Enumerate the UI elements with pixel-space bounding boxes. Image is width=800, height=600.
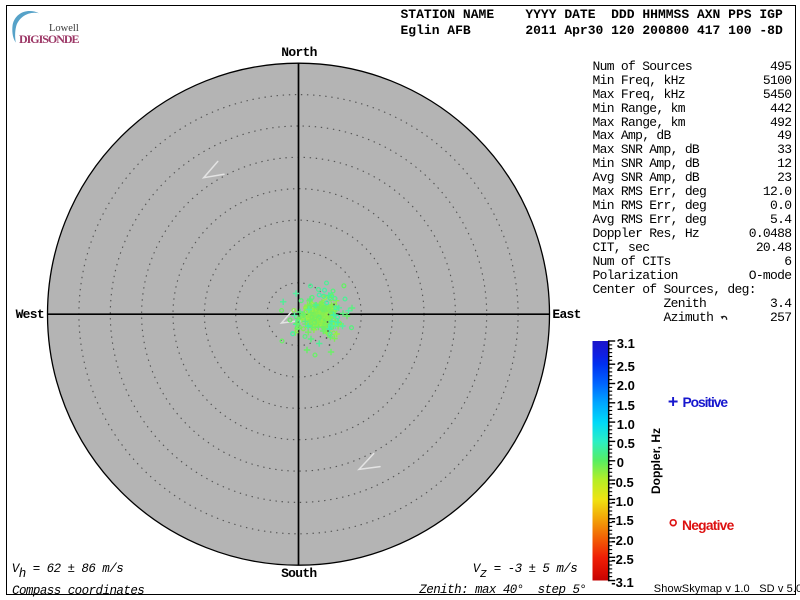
svg-text:Lowell: Lowell xyxy=(49,23,79,34)
svg-text:DIGISONDE: DIGISONDE xyxy=(19,32,80,46)
